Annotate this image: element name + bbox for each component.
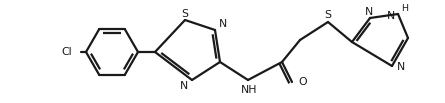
Text: S: S [324,10,332,20]
Text: N: N [180,81,188,91]
Text: NH: NH [241,85,257,95]
Text: O: O [298,77,307,87]
Text: N: N [387,11,395,21]
Text: N: N [365,7,373,17]
Text: Cl: Cl [61,47,72,57]
Text: H: H [401,4,408,13]
Text: S: S [182,9,189,19]
Text: N: N [397,62,405,72]
Text: N: N [219,19,227,29]
